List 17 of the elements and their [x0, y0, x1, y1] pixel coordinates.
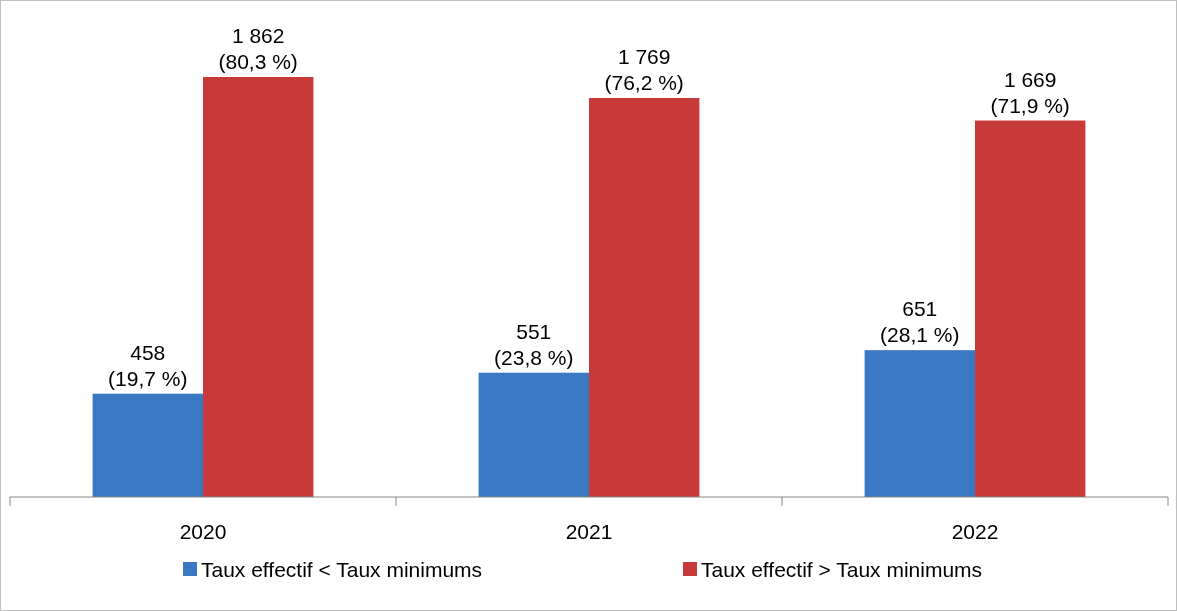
data-label: 651 (28,1 %) — [880, 297, 960, 347]
data-label: 1 669 (71,9 %) — [990, 67, 1070, 117]
legend-label: Taux effectif > Taux minimums — [701, 558, 983, 581]
legend-label: Taux effectif < Taux minimums — [201, 558, 483, 581]
bar — [589, 97, 700, 497]
bar — [975, 120, 1086, 497]
data-label: 551 (23,8 %) — [494, 319, 574, 369]
bar — [864, 350, 975, 497]
x-tick-label: 2021 — [565, 520, 613, 543]
data-label: 1 769 (76,2 %) — [604, 44, 684, 94]
data-label: 458 (19,7 %) — [108, 340, 188, 390]
x-tick-label: 2020 — [179, 520, 227, 543]
bar — [203, 77, 314, 497]
bar — [478, 372, 589, 497]
data-label: 1 862 (80,3 %) — [218, 24, 298, 73]
x-tick-label: 2022 — [951, 520, 999, 543]
bar — [92, 393, 203, 497]
